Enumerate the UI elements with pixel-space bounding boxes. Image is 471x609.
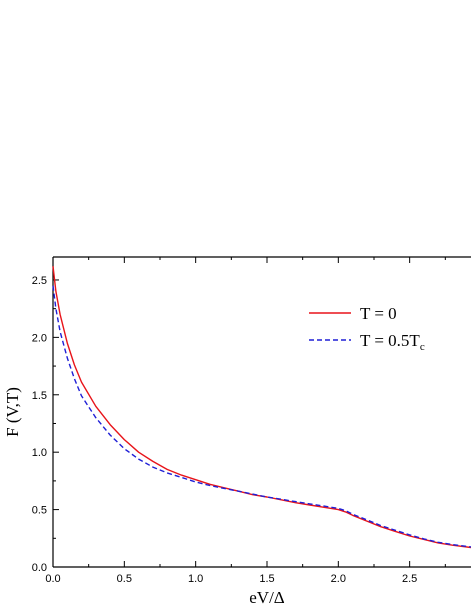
- tick-labels: 0.0 0.5 1.0 1.5 2.0 2.5 0.0 0.5 1.0 1.5 2.0 2.5: [32, 275, 418, 585]
- x-tick-label: 1.0: [188, 573, 203, 585]
- y-tick-label: 0.5: [32, 505, 47, 517]
- x-tick-label: 0.5: [117, 573, 132, 585]
- x-tick-label: 2.5: [402, 573, 417, 585]
- x-axis-label: eV/Δ: [249, 588, 285, 607]
- y-tick-label: 1.5: [32, 390, 47, 402]
- y-tick-label: 1.0: [32, 447, 47, 459]
- x-tick-label: 0.0: [45, 573, 60, 585]
- y-tick-label: 2.5: [32, 275, 47, 287]
- legend: T = 0 T = 0.5Tc: [309, 304, 425, 353]
- y-axis-label: F (V,T): [3, 387, 22, 437]
- legend-label-1: T = 0.5Tc: [360, 331, 425, 353]
- series-line-0: [52, 266, 471, 549]
- x-tick-label: 1.5: [259, 573, 274, 585]
- series-layer: [52, 266, 471, 549]
- tick-marks: [52, 257, 446, 568]
- legend-label-0: T = 0: [360, 304, 397, 323]
- x-tick-label: 2.0: [331, 573, 346, 585]
- plot-frame: [52, 256, 471, 568]
- series-line-1: [52, 285, 471, 548]
- y-tick-label: 2.0: [32, 332, 47, 344]
- y-tick-label: 0.0: [32, 562, 47, 574]
